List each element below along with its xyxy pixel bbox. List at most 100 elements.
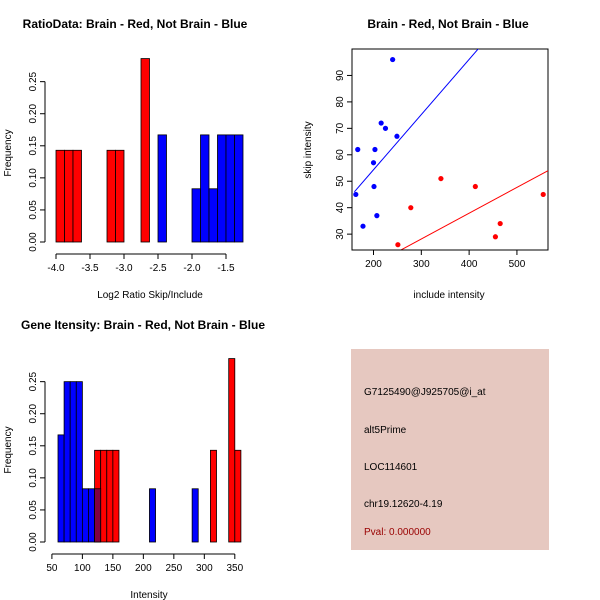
scatter-point <box>472 183 478 190</box>
p1-x-tick-label: -2.5 <box>149 263 167 274</box>
histogram-bar <box>106 449 114 543</box>
p1-y-tick-label: 0.25 <box>28 71 39 91</box>
histogram-bar <box>106 149 116 243</box>
p3-y-tick-label: 0.25 <box>28 371 39 391</box>
probe-info-panel: G7125490@J925705@i_at alt5Prime LOC11460… <box>351 349 549 550</box>
p1-x-tick-label: -3.5 <box>81 263 99 274</box>
scatter-y-tick-label: 40 <box>335 202 346 214</box>
scatter-point <box>355 146 361 153</box>
probe-id: G7125490@J925705@i_at <box>364 387 486 398</box>
scatter-plot-frame <box>351 48 549 251</box>
regression-line <box>399 170 548 250</box>
p3-x-tick-label: 300 <box>196 563 213 574</box>
histogram-bar <box>217 134 227 243</box>
scatter-y-tick-label: 60 <box>335 149 346 161</box>
p3-y-tick-label: 0.10 <box>28 468 39 488</box>
gene-histogram-x-axis: 50 100 150 200 250 300 350 <box>46 553 244 574</box>
scatter-title: Brain - Red, Not Brain - Blue <box>367 17 529 31</box>
histogram-bar <box>157 134 167 243</box>
p1-x-tick-label: -2.0 <box>183 263 201 274</box>
p1-x-tick-label: -3.0 <box>115 263 133 274</box>
scatter-y-tick-label: 80 <box>335 96 346 108</box>
histogram-bar <box>210 449 217 543</box>
scatter-point <box>378 120 384 126</box>
regression-line <box>354 49 479 193</box>
histogram-bar <box>100 449 108 543</box>
scatter-x-axis: 200 300 400 500 <box>365 249 526 270</box>
p3-x-tick-label: 350 <box>226 563 243 574</box>
scatter-point <box>372 146 378 153</box>
histogram-bar <box>234 134 244 243</box>
scatter-xlabel: include intensity <box>413 290 484 301</box>
p1-y-tick-label: 0.20 <box>28 104 39 124</box>
scatter-point <box>353 191 359 198</box>
histogram-bar <box>57 434 65 543</box>
histogram-bar <box>208 188 218 243</box>
p3-y-tick-label: 0.20 <box>28 404 39 424</box>
histogram-bar <box>75 381 83 543</box>
ratio-histogram-ylabel: Frequency <box>3 129 14 176</box>
scatter-point <box>370 160 377 166</box>
histogram-overlap-bar <box>94 488 102 543</box>
scatter-point <box>408 205 414 211</box>
scatter-y-tick-label: 90 <box>335 69 346 81</box>
ratio-histogram-xlabel: Log2 Ratio Skip/Include <box>97 290 203 301</box>
gene-histogram-ylabel: Frequency <box>3 426 14 473</box>
p3-y-tick-label: 0.15 <box>28 436 39 456</box>
p3-x-tick-label: 200 <box>135 563 152 574</box>
ratio-histogram-y-axis: 0.00 0.05 0.10 0.15 0.20 0.25 <box>28 71 46 252</box>
p-value: Pval: 0.000000 <box>364 527 431 538</box>
gene-intensity-histogram: Gene Itensity: Brain - Red, Not Brain - … <box>3 318 265 600</box>
scatter-x-tick-label: 400 <box>461 259 478 270</box>
scatter-point <box>394 133 400 139</box>
p1-x-tick-label: -4.0 <box>47 263 65 274</box>
histogram-bar <box>191 188 201 243</box>
ratio-histogram-x-axis: -4.0 -3.5 -3.0 -2.5 -2.0 -1.5 <box>47 253 235 274</box>
scatter-point <box>382 125 389 131</box>
histogram-bar <box>81 488 89 543</box>
scatter-y-tick-label: 50 <box>335 175 346 187</box>
scatter-points <box>353 56 546 248</box>
ratio-histogram: RatioData: Brain - Red, Not Brain - Blue… <box>3 17 248 301</box>
gene-histogram-bars <box>57 358 242 543</box>
p3-x-tick-label: 250 <box>165 563 182 574</box>
gene-locus: LOC114601 <box>364 462 418 473</box>
intensity-scatter: Brain - Red, Not Brain - Blue include in… <box>303 17 549 301</box>
histogram-bar <box>200 134 210 243</box>
chromosome-location: chr19.12620-4.19 <box>364 499 443 510</box>
scatter-y-axis: 30 40 50 60 70 80 90 <box>335 69 353 240</box>
histogram-bar <box>72 149 82 243</box>
ratio-histogram-title: RatioData: Brain - Red, Not Brain - Blue <box>23 17 248 31</box>
scatter-point <box>374 213 380 219</box>
p1-y-tick-label: 0.15 <box>28 136 39 156</box>
histogram-bar <box>63 381 71 543</box>
scatter-ylabel: skip intensity <box>303 121 314 178</box>
p3-y-tick-label: 0.05 <box>28 500 39 520</box>
p3-y-tick-label: 0.00 <box>28 532 39 552</box>
p3-x-tick-label: 50 <box>46 563 58 574</box>
histogram-bar <box>88 488 95 543</box>
histogram-bar <box>115 149 125 243</box>
scatter-x-tick-label: 200 <box>365 259 382 270</box>
scatter-point <box>371 183 377 190</box>
scatter-point <box>540 191 546 198</box>
histogram-bar <box>112 449 120 543</box>
scatter-point <box>438 175 444 182</box>
histogram-bar <box>69 381 77 543</box>
p1-y-tick-label: 0.00 <box>28 232 39 252</box>
scatter-point <box>390 56 396 63</box>
gene-histogram-title: Gene Itensity: Brain - Red, Not Brain - … <box>21 318 265 332</box>
gene-histogram-xlabel: Intensity <box>130 590 167 600</box>
histogram-bar <box>228 358 236 543</box>
histogram-bar <box>234 449 242 543</box>
histogram-bar <box>55 149 65 243</box>
histogram-bar <box>140 58 150 243</box>
histogram-bar <box>149 488 156 543</box>
histogram-bar <box>64 149 74 243</box>
p3-x-tick-label: 100 <box>74 563 91 574</box>
scatter-x-tick-label: 300 <box>413 259 430 270</box>
p3-x-tick-label: 150 <box>105 563 122 574</box>
histogram-bar <box>191 488 199 543</box>
scatter-x-tick-label: 500 <box>509 259 526 270</box>
